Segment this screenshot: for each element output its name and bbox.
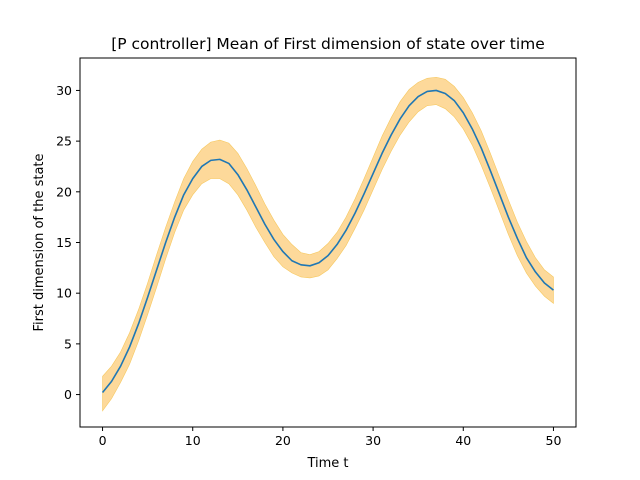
mean-line	[101, 89, 554, 394]
y-tick-label: 20	[56, 184, 72, 199]
y-tick-label: 5	[64, 336, 72, 351]
x-tick-label: 20	[275, 433, 291, 448]
x-tick-label: 30	[365, 433, 381, 448]
x-tick-label: 10	[185, 433, 201, 448]
x-tick-label: 50	[546, 433, 562, 448]
x-tick-label: 0	[99, 433, 107, 448]
y-tick-label: 0	[64, 387, 72, 402]
confidence-band	[102, 76, 554, 412]
x-tick-label: 40	[455, 433, 471, 448]
plot-frame	[79, 57, 577, 428]
axes: 0 10 20 30 40 50 0 5 10 15 20 25 30	[56, 83, 561, 448]
plot-area	[101, 76, 554, 412]
y-tick-label: 30	[56, 83, 72, 98]
y-axis-label: First dimension of the state	[32, 153, 47, 331]
chart-title: [P controller] Mean of First dimension o…	[111, 35, 545, 53]
y-tick-label: 25	[56, 134, 72, 149]
x-axis-label: Time t	[306, 456, 348, 471]
y-tick-label: 15	[56, 235, 72, 250]
y-tick-label: 10	[56, 286, 72, 301]
